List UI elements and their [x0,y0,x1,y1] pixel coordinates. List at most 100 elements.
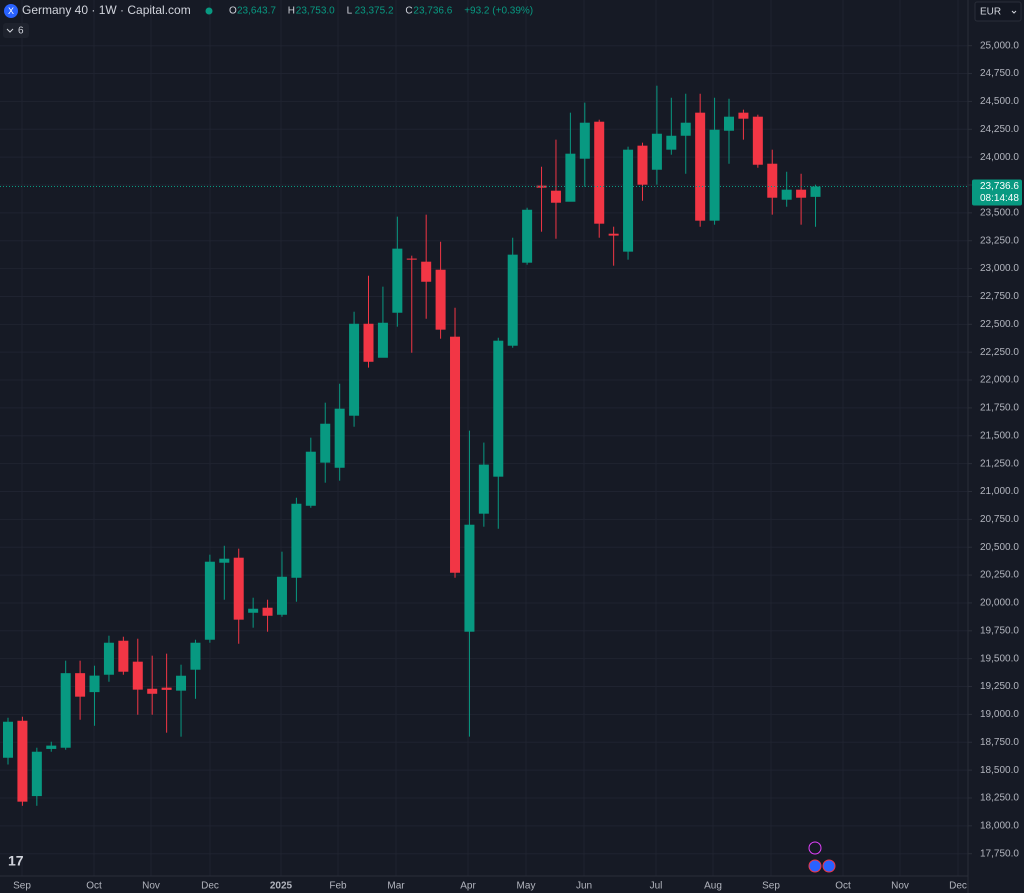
symbol-icon [4,4,18,18]
chevron [1011,10,1017,14]
candle-body [406,258,417,260]
candle-body [75,673,86,697]
candle-body [60,673,71,748]
candle-body [219,558,230,563]
x-tick-label: Dec [949,881,967,892]
x-tick-label: Oct [86,881,102,892]
y-tick-label: 18,750.0 [980,737,1019,748]
candle-body [392,248,403,313]
candle-body [608,233,619,236]
y-tick-label: 18,250.0 [980,793,1019,804]
candle-body [666,135,677,150]
candle-body [738,112,749,119]
y-tick-label: 24,750.0 [980,68,1019,79]
legend-value: 23,736.6 [413,6,452,17]
event-icon[interactable] [822,859,836,873]
legend-key: O [229,6,237,17]
candle-body [349,323,360,416]
candle-body [421,261,432,282]
y-tick-label: 19,500.0 [980,653,1019,664]
candle-body [46,745,57,749]
x-tick-label: Apr [460,881,476,892]
legend-change: +93.2 (+0.39%) [464,6,533,17]
x-tick-label: Sep [762,881,780,892]
tv-logo[interactable]: 17 [8,853,24,869]
currency-label: EUR [980,7,1001,18]
market-status[interactable] [205,7,213,15]
y-tick-label: 21,250.0 [980,458,1019,469]
candle-body [435,269,446,330]
candle-body [204,561,215,640]
candle-body [680,122,691,136]
y-tick-label: 22,000.0 [980,375,1019,386]
candle-body [781,189,792,200]
y-tick-label: 19,750.0 [980,625,1019,636]
candle-body [565,153,576,202]
x-tick-label: Feb [329,881,347,892]
candle-body [17,720,28,802]
x-tick-label: Nov [891,881,909,892]
y-tick-label: 24,000.0 [980,152,1019,163]
y-tick-label: 19,000.0 [980,709,1019,720]
candle-body [276,576,287,615]
candle-body [594,121,605,224]
candle-body [796,189,807,198]
candle-body [89,675,100,693]
x-tick-label: Sep [13,881,31,892]
x-tick-label: Jun [576,881,592,892]
candle-body [724,116,734,131]
ohlc-legend: O 23,643.7 H 23,753.0 L 23,375.2 C 23,736.6 +93.… [229,6,533,17]
candle-body [176,675,187,691]
candle-body [262,607,273,616]
legend-key: H [288,6,295,17]
chevron [6,28,14,33]
candle-body [651,133,662,170]
legend-key: L [347,6,353,17]
candle-body [478,464,489,514]
symbol-title[interactable]: Germany 40 · 1W · Capital.com [22,3,191,17]
currency-button[interactable] [974,1,1022,22]
candles [0,85,968,806]
candle-body [363,323,374,362]
candle-body [709,129,720,221]
y-tick-label: 25,000.0 [980,40,1019,51]
event-icon[interactable] [808,841,822,855]
y-tick-label: 21,000.0 [980,486,1019,497]
candle-body [377,322,388,358]
candle-body [522,209,533,263]
y-tick-label: 17,750.0 [980,848,1019,859]
candle-body [752,116,763,165]
x-tick-label: Oct [835,881,851,892]
y-tick-label: 20,250.0 [980,570,1019,581]
y-tick-label: 20,750.0 [980,514,1019,525]
candle-body [637,145,648,185]
y-tick-label: 24,500.0 [980,96,1019,107]
price-label-box [972,179,1022,206]
x-tick-label: Nov [142,881,160,892]
x-tick-label: May [517,881,536,892]
y-tick-label: 24,250.0 [980,124,1019,135]
y-tick-label: 18,000.0 [980,820,1019,831]
candle-body [810,186,821,197]
candle-body [291,503,302,578]
y-tick-label: 20,000.0 [980,598,1019,609]
y-tick-label: 23,000.0 [980,263,1019,274]
event-icon[interactable] [808,859,822,873]
y-tick-label: 22,750.0 [980,291,1019,302]
candle-body [767,163,778,198]
candle-body [31,751,42,797]
candle-body [305,451,316,506]
axes: 17,750.0 18,000.0 18,250.0 18,500.0 18,750.0… [13,40,1022,892]
candle-body [233,557,244,620]
y-tick-label: 22,500.0 [980,319,1019,330]
indicator-toggle[interactable] [3,23,29,38]
candle-body [118,640,129,672]
y-tick-label: 20,500.0 [980,542,1019,553]
y-tick-label: 23,500.0 [980,208,1019,219]
candle-body [147,688,158,694]
indicator-count: 6 [18,26,24,37]
x-tick-label: Aug [704,881,722,892]
